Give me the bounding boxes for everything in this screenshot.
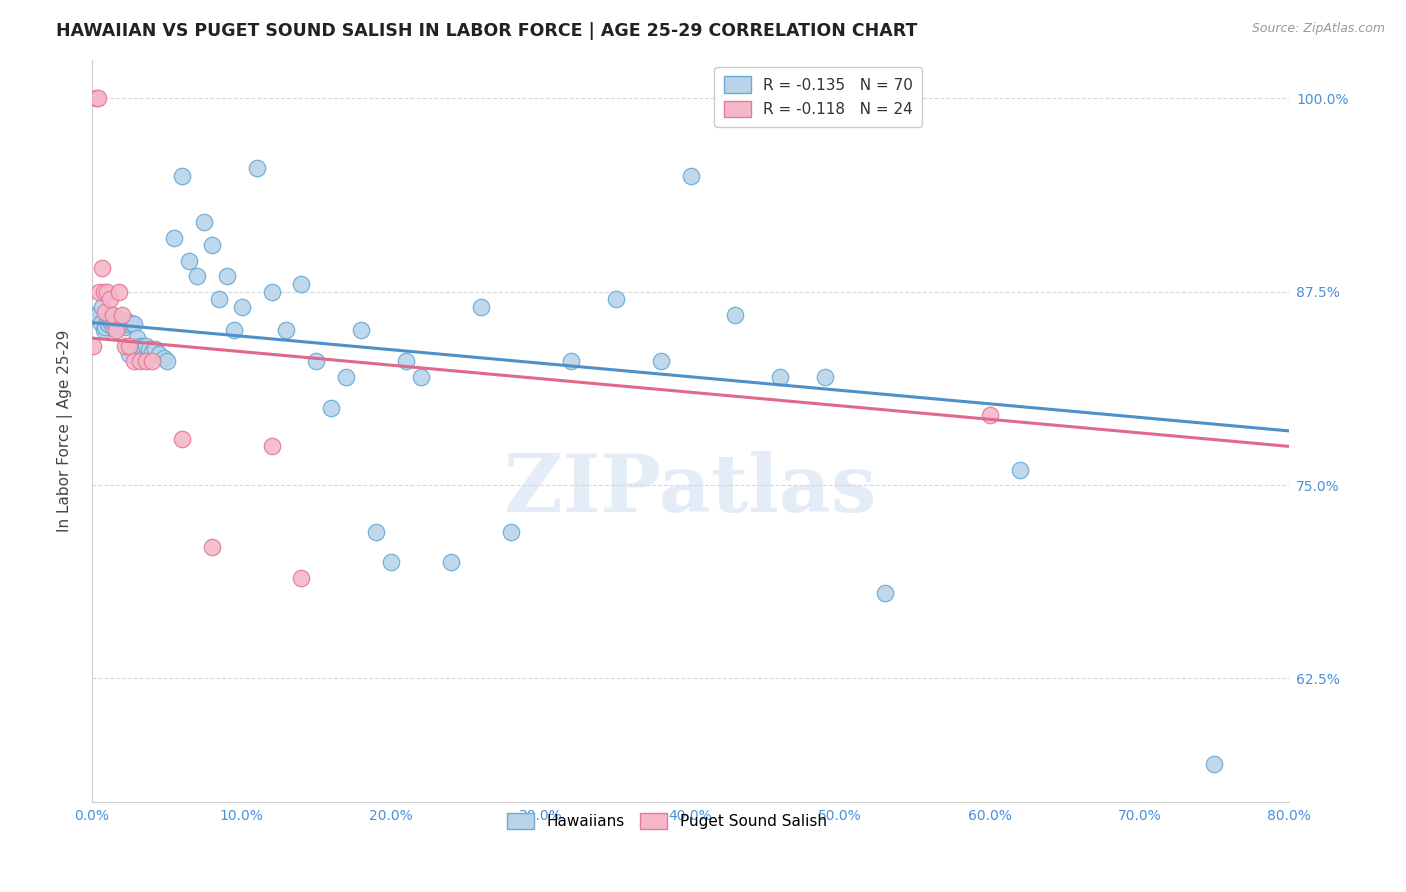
Point [290, 277, 312, 291]
Point [215, 269, 238, 284]
Point [93, 323, 115, 337]
Point [108, 285, 131, 299]
Point [87, 91, 110, 105]
Point [1204, 756, 1226, 771]
Point [290, 571, 312, 585]
Point [605, 293, 627, 307]
Point [208, 293, 231, 307]
Point [979, 409, 1001, 423]
Point [96, 285, 118, 299]
Point [94, 305, 117, 319]
Point [90, 316, 112, 330]
Point [96, 312, 118, 326]
Point [201, 238, 224, 252]
Point [380, 556, 402, 570]
Point [411, 369, 433, 384]
Point [86, 91, 108, 105]
Point [89, 285, 111, 299]
Point [186, 269, 208, 284]
Point [117, 317, 139, 331]
Point [224, 323, 246, 337]
Point [104, 323, 127, 337]
Point [201, 540, 224, 554]
Point [1008, 462, 1031, 476]
Point [91, 300, 114, 314]
Point [84, 308, 107, 322]
Point [128, 339, 150, 353]
Point [98, 293, 121, 307]
Point [114, 320, 136, 334]
Point [110, 320, 132, 334]
Point [231, 300, 253, 314]
Point [143, 342, 166, 356]
Point [769, 369, 792, 384]
Point [118, 346, 141, 360]
Point [91, 261, 114, 276]
Point [170, 432, 193, 446]
Point [245, 161, 267, 175]
Point [499, 524, 522, 539]
Point [321, 401, 343, 415]
Text: HAWAIIAN VS PUGET SOUND SALISH IN LABOR FORCE | AGE 25-29 CORRELATION CHART: HAWAIIAN VS PUGET SOUND SALISH IN LABOR … [56, 22, 918, 40]
Point [112, 317, 135, 331]
Point [114, 339, 136, 353]
Point [148, 346, 170, 360]
Point [101, 320, 124, 334]
Point [138, 342, 160, 356]
Point [141, 354, 163, 368]
Point [470, 300, 492, 314]
Legend: Hawaiians, Puget Sound Salish: Hawaiians, Puget Sound Salish [501, 806, 832, 836]
Y-axis label: In Labor Force | Age 25-29: In Labor Force | Age 25-29 [58, 330, 73, 533]
Point [111, 316, 134, 330]
Point [366, 524, 388, 539]
Point [111, 308, 134, 322]
Point [121, 339, 143, 353]
Point [276, 323, 298, 337]
Point [105, 317, 128, 331]
Point [193, 215, 215, 229]
Point [97, 317, 120, 331]
Point [814, 369, 837, 384]
Point [395, 354, 418, 368]
Point [128, 354, 150, 368]
Point [335, 369, 357, 384]
Point [350, 323, 373, 337]
Point [724, 308, 747, 322]
Point [152, 351, 174, 366]
Point [179, 253, 201, 268]
Point [156, 354, 179, 368]
Point [82, 339, 104, 353]
Point [135, 339, 157, 353]
Point [122, 354, 145, 368]
Point [650, 354, 672, 368]
Point [93, 285, 115, 299]
Point [98, 314, 121, 328]
Point [560, 354, 582, 368]
Point [875, 586, 897, 600]
Point [101, 308, 124, 322]
Point [94, 320, 117, 334]
Point [260, 439, 283, 453]
Point [115, 314, 138, 328]
Point [170, 169, 193, 183]
Point [141, 345, 163, 359]
Point [135, 354, 157, 368]
Point [120, 316, 142, 330]
Point [122, 317, 145, 331]
Point [260, 285, 283, 299]
Text: ZIPatlas: ZIPatlas [505, 451, 877, 529]
Point [305, 354, 328, 368]
Point [87, 308, 110, 322]
Point [100, 310, 122, 325]
Point [118, 339, 141, 353]
Point [679, 169, 702, 183]
Point [108, 314, 131, 328]
Point [163, 230, 186, 244]
Point [103, 316, 125, 330]
Text: Source: ZipAtlas.com: Source: ZipAtlas.com [1251, 22, 1385, 36]
Point [440, 556, 463, 570]
Point [125, 331, 148, 345]
Point [132, 339, 155, 353]
Point [104, 310, 127, 325]
